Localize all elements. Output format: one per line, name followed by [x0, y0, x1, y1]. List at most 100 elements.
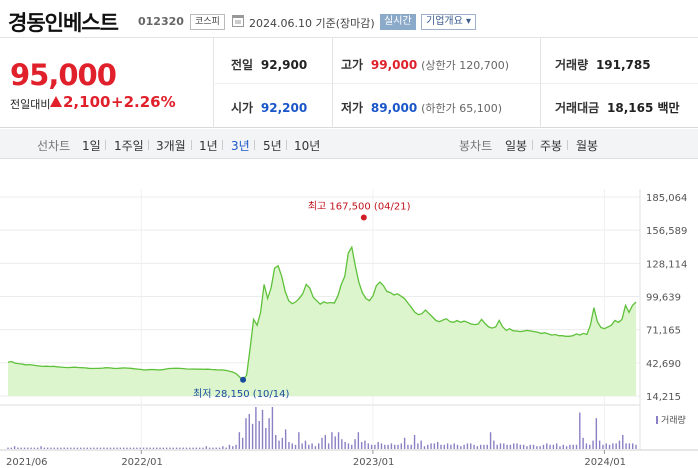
up-triangle-icon: [50, 96, 62, 107]
volume-bar: [76, 447, 79, 449]
volume-bar: [317, 443, 320, 449]
volume-bar: [311, 443, 313, 449]
volume-bar: [486, 444, 488, 449]
tab-daily-candle[interactable]: 일봉: [505, 139, 528, 153]
volume-bar: [73, 447, 75, 449]
volume-bar: [364, 440, 366, 449]
volume-bar: [532, 444, 535, 449]
volume-bar: [394, 444, 396, 449]
prev-close: 전일 92,900: [231, 56, 307, 73]
tab-separator: [191, 140, 192, 150]
volume-bar: [463, 444, 465, 449]
volume-bar: [199, 447, 201, 449]
volume-bar: [222, 446, 224, 449]
volume-bar: [235, 444, 237, 449]
volume-bar: [513, 443, 515, 449]
volume-bar: [30, 447, 32, 449]
volume-bar: [126, 447, 128, 449]
tab-10y[interactable]: 10년: [294, 139, 321, 153]
volume-bar: [503, 443, 505, 449]
volume-bar: [565, 446, 568, 449]
volume-bar: [208, 447, 211, 449]
volume-bar: [255, 407, 257, 449]
x-axis-labels: 2021/06 2022/01 2023/01 2024/01: [6, 450, 626, 468]
volume-legend-swatch: [656, 416, 658, 424]
volume-legend: 거래량: [661, 414, 686, 426]
volume-bar: [83, 447, 85, 449]
volume-value: 191,785: [595, 58, 651, 72]
volume-bar: [608, 444, 611, 449]
tab-1y[interactable]: 1년: [199, 139, 218, 153]
tab-separator: [105, 140, 106, 150]
volume-bar: [499, 443, 502, 449]
open-price: 시가 92,200: [231, 99, 307, 116]
volume-bar: [460, 446, 462, 449]
volume-bar: [103, 447, 105, 449]
volume-bar: [592, 440, 594, 449]
volume-bar: [413, 435, 416, 449]
calendar-icon: [232, 15, 244, 27]
tab-1d[interactable]: 1일: [82, 139, 101, 153]
volume-bar: [420, 440, 422, 449]
change-label: 전일대비: [10, 98, 51, 111]
volume-bar: [440, 444, 442, 449]
volume-bar: [529, 444, 531, 449]
volume-bar: [539, 446, 541, 449]
volume-bar: [156, 447, 158, 449]
tab-1w[interactable]: 1주일: [114, 139, 144, 153]
volume-bar: [7, 447, 9, 449]
volume-bar: [579, 412, 581, 449]
chart-period-tabs: 선차트 1일 1주일 3개월 1년 3년 5년 10년 봉차트 일봉 주봉 월봉: [0, 129, 698, 159]
volume-bar: [258, 421, 260, 449]
volume-bar: [294, 444, 297, 449]
volume-bar: [473, 444, 475, 449]
tab-3m[interactable]: 3개월: [156, 139, 186, 153]
volume-bar: [86, 447, 89, 449]
volume-bar: [618, 440, 621, 449]
day-high-value: 99,000: [370, 58, 418, 72]
tab-5y[interactable]: 5년: [263, 139, 282, 153]
volume-bar: [142, 447, 145, 449]
volume-bar: [489, 432, 492, 449]
price-chart[interactable]: 185,064 156,589 128,114 99,639 71,165 42,690 1…: [0, 159, 698, 468]
x-tick-label: 2022/01: [121, 457, 163, 468]
tab-3y[interactable]: 3년: [231, 139, 250, 153]
trade-amount: 거래대금 18,165 백만: [555, 99, 680, 116]
stats-divider: [215, 83, 698, 84]
tab-monthly-candle[interactable]: 월봉: [576, 139, 599, 153]
volume-bar: [202, 447, 204, 449]
tab-separator: [148, 140, 149, 150]
y-tick-label: 156,589: [646, 226, 687, 237]
volume-bar: [436, 442, 439, 449]
high-annotation: 최고 167,500 (04/21): [308, 200, 411, 212]
volume-bar: [60, 447, 62, 449]
volume-bar: [10, 447, 13, 449]
line-chart-label: 선차트: [37, 139, 71, 153]
volume-bar: [261, 409, 264, 449]
volume-bar: [450, 444, 452, 449]
volume-bar: [119, 447, 122, 449]
volume-bar: [367, 443, 369, 449]
volume-bar: [89, 447, 92, 449]
stats-column-divider: [540, 38, 541, 128]
y-tick-label: 185,064: [646, 193, 687, 204]
company-info-dropdown[interactable]: 기업개요 ▾: [421, 14, 476, 30]
volume-bar: [271, 407, 274, 449]
volume-bar: [205, 446, 208, 449]
volume-bar: [542, 444, 545, 449]
volume-bar: [43, 447, 46, 449]
current-price-panel: 95,000 전일대비 2,100 +2.26%: [0, 38, 214, 128]
volume-bar: [582, 437, 584, 449]
volume-bar: [357, 432, 360, 449]
volume-bar: [470, 443, 472, 449]
tab-separator: [532, 140, 533, 150]
realtime-button[interactable]: 실시간: [380, 14, 416, 30]
y-tick-label: 14,215: [646, 392, 681, 403]
volume-bar: [569, 444, 571, 449]
x-tick-label: 2023/01: [353, 457, 395, 468]
x-tick-label: 2024/01: [584, 457, 626, 468]
volume-bar: [536, 446, 538, 449]
volume-bar: [427, 444, 429, 449]
tab-weekly-candle[interactable]: 주봉: [540, 139, 563, 153]
current-price: 95,000: [10, 58, 117, 92]
